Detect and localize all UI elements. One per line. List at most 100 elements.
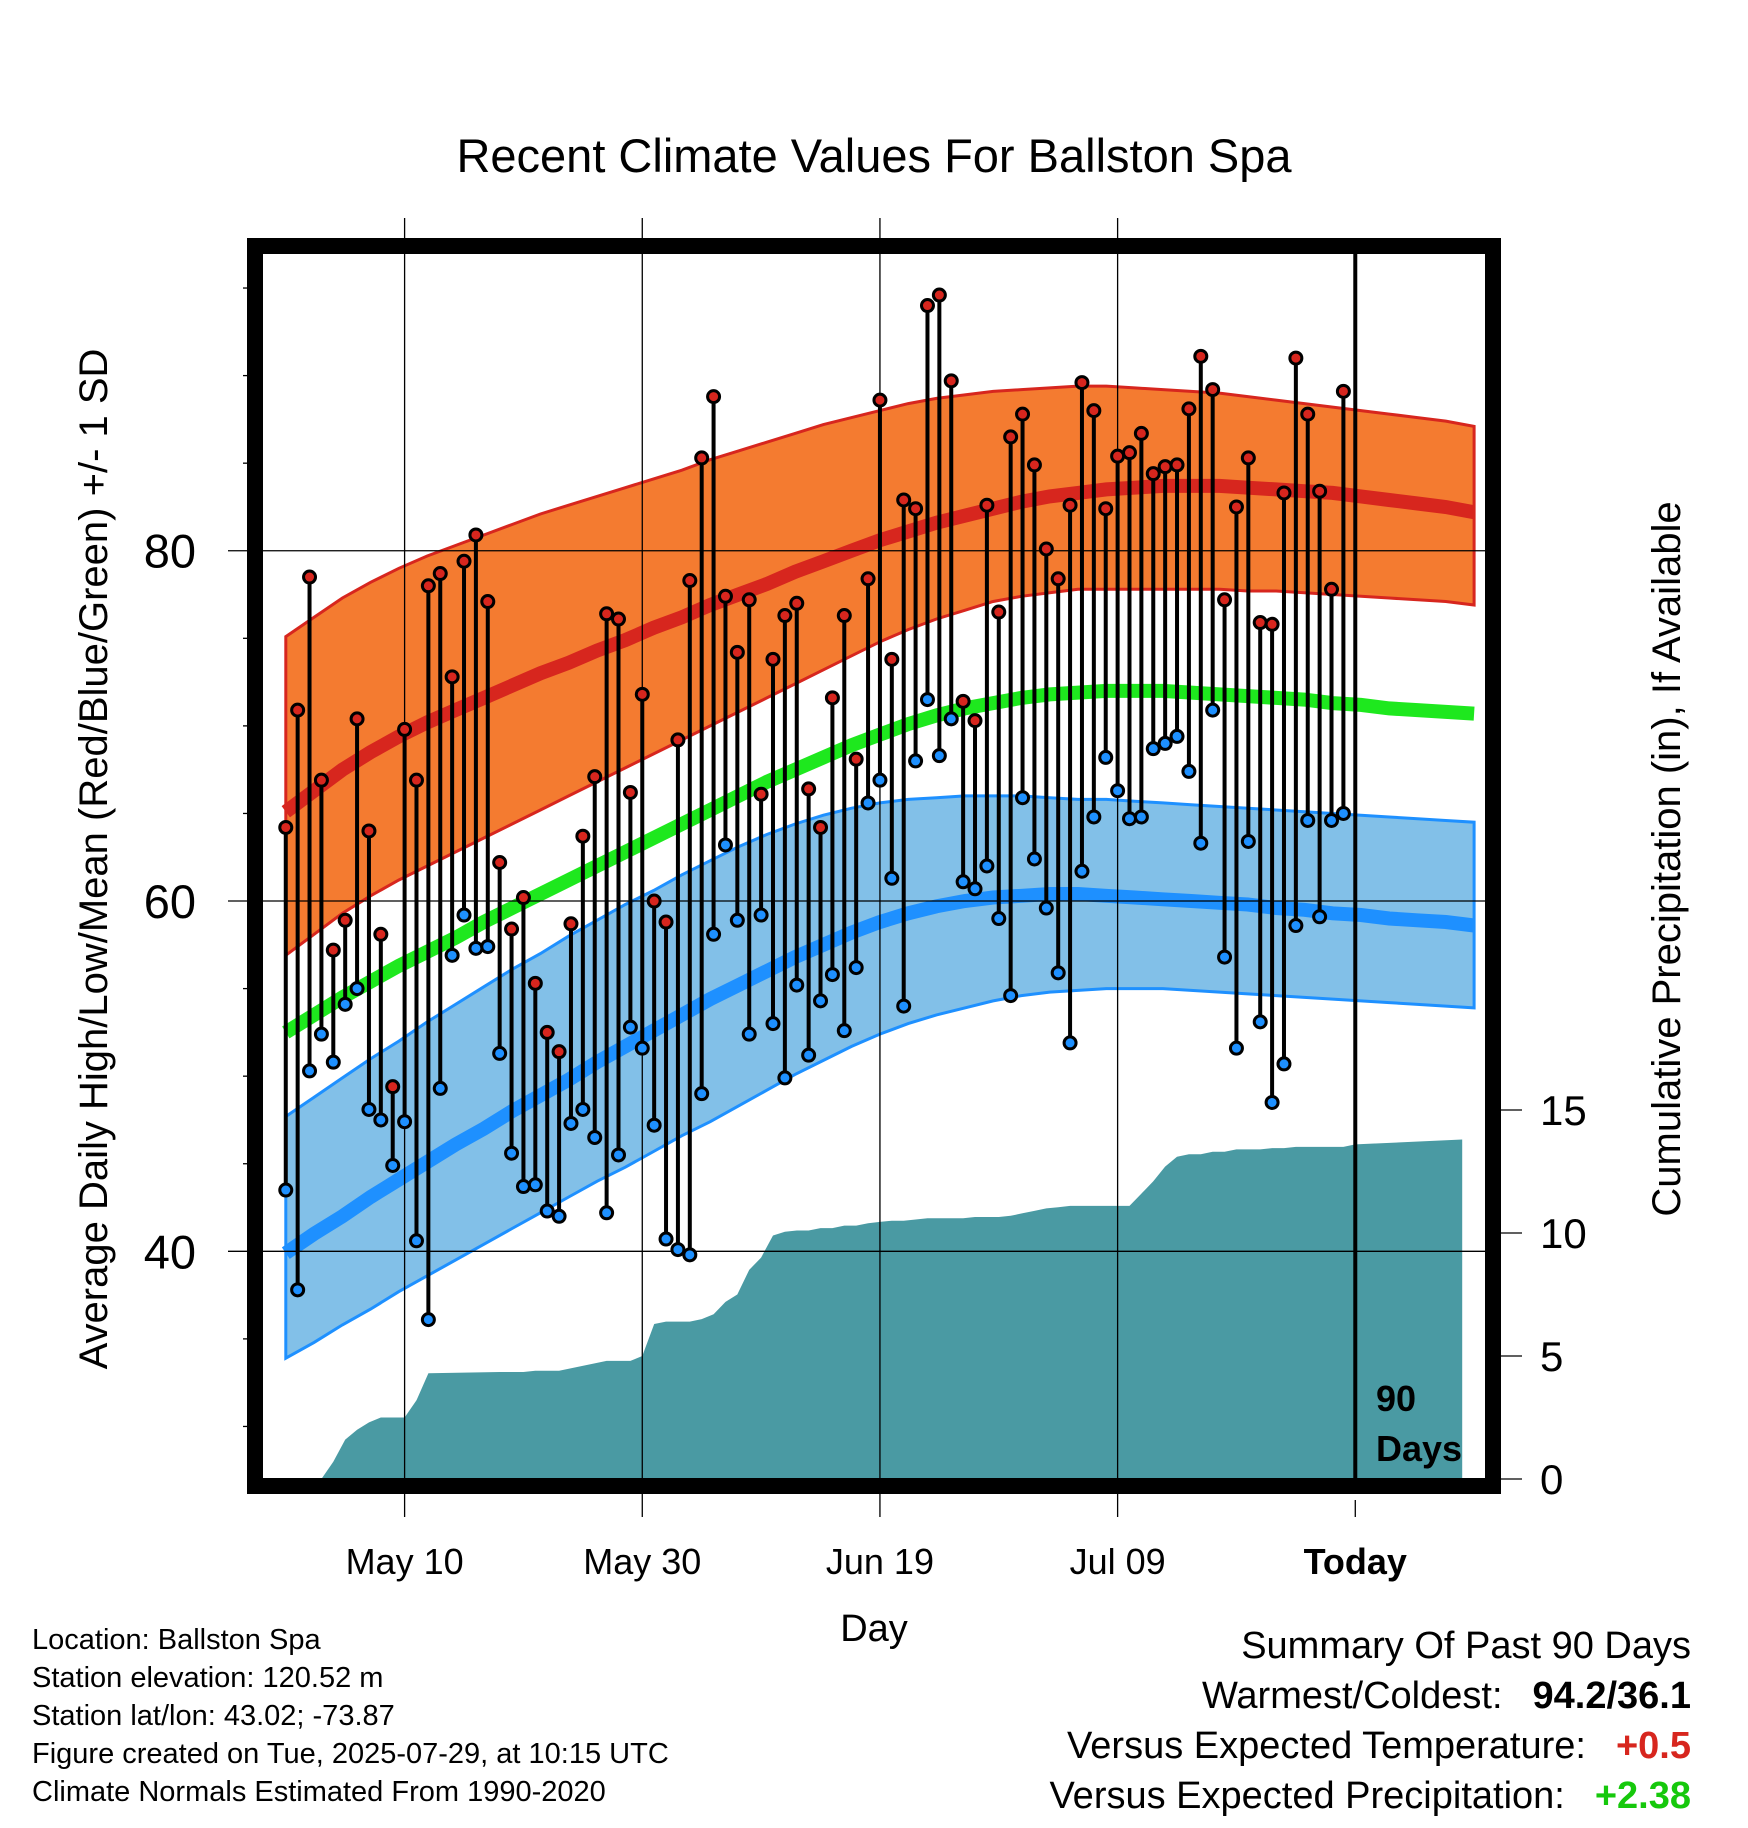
obs-high-point xyxy=(397,721,413,737)
obs-low-point xyxy=(1062,1035,1078,1051)
obs-low-point xyxy=(943,711,959,727)
obs-high-point xyxy=(1003,429,1019,445)
y2-tick-label: 15 xyxy=(1540,1087,1587,1134)
chart-title: Recent Climate Values For Ballston Spa xyxy=(456,129,1292,182)
x-tick-label: Today xyxy=(1304,1541,1407,1582)
obs-high-point xyxy=(1026,457,1042,473)
precip-label: Versus Expected Precipitation: xyxy=(1049,1775,1565,1817)
obs-low-point xyxy=(444,947,460,963)
obs-high-point xyxy=(1157,459,1173,475)
obs-low-point xyxy=(706,926,722,942)
obs-low-point xyxy=(575,1101,591,1117)
obs-high-point xyxy=(527,975,543,991)
obs-high-point xyxy=(801,781,817,797)
summary-temp-row: Versus Expected Temperature: +0.5 xyxy=(1049,1721,1691,1771)
obs-low-point xyxy=(432,1080,448,1096)
today-marker-label: Days xyxy=(1376,1428,1462,1469)
obs-high-point xyxy=(492,854,508,870)
obs-high-point xyxy=(575,828,591,844)
obs-high-point xyxy=(872,392,888,408)
obs-high-point xyxy=(634,686,650,702)
obs-high-point xyxy=(943,373,959,389)
obs-high-point xyxy=(1098,501,1114,517)
obs-high-point xyxy=(420,578,436,594)
obs-high-point xyxy=(1169,457,1185,473)
obs-high-point xyxy=(848,751,864,767)
latlon-text: Station lat/lon: 43.02; -73.87 xyxy=(32,1700,395,1732)
obs-high-point xyxy=(1062,497,1078,513)
obs-low-point xyxy=(1240,833,1256,849)
obs-low-point xyxy=(325,1054,341,1070)
obs-high-point xyxy=(539,1024,555,1040)
obs-high-point xyxy=(432,566,448,582)
obs-high-point xyxy=(551,1044,567,1060)
obs-low-point xyxy=(753,907,769,923)
obs-low-point xyxy=(991,911,1007,927)
obs-high-point xyxy=(991,604,1007,620)
obs-low-point xyxy=(337,996,353,1012)
obs-high-point xyxy=(813,819,829,835)
obs-high-point xyxy=(302,569,318,585)
obs-high-point xyxy=(682,573,698,589)
obs-low-point xyxy=(1086,809,1102,825)
obs-low-point xyxy=(1312,909,1328,925)
obs-low-point xyxy=(551,1208,567,1224)
summary-warmest-row: Warmest/Coldest: 94.2/36.1 xyxy=(1049,1671,1691,1721)
obs-low-point xyxy=(1003,988,1019,1004)
obs-low-point xyxy=(848,960,864,976)
obs-low-point xyxy=(278,1182,294,1198)
obs-high-point xyxy=(1050,571,1066,587)
obs-high-point xyxy=(1276,485,1292,501)
obs-low-point xyxy=(717,837,733,853)
precip-area xyxy=(285,1139,1463,1479)
obs-low-point xyxy=(824,967,840,983)
obs-low-point xyxy=(480,939,496,955)
obs-high-point xyxy=(456,553,472,569)
obs-high-point xyxy=(658,914,674,930)
summary-precip-row: Versus Expected Precipitation: +2.38 xyxy=(1049,1771,1691,1821)
location-text: Location: Ballston Spa xyxy=(32,1624,321,1656)
obs-high-point xyxy=(884,651,900,667)
obs-high-point xyxy=(361,823,377,839)
obs-low-point xyxy=(931,748,947,764)
obs-high-point xyxy=(1121,445,1137,461)
obs-high-point xyxy=(313,772,329,788)
y2-tick-label: 10 xyxy=(1540,1210,1587,1257)
obs-high-point xyxy=(717,588,733,604)
obs-low-point xyxy=(1228,1040,1244,1056)
obs-high-point xyxy=(694,450,710,466)
obs-high-point xyxy=(741,592,757,608)
obs-high-point xyxy=(896,492,912,508)
obs-low-point xyxy=(670,1242,686,1258)
obs-low-point xyxy=(908,753,924,769)
obs-low-point xyxy=(515,1179,531,1195)
obs-low-point xyxy=(1157,735,1173,751)
obs-high-point xyxy=(1228,499,1244,515)
obs-low-point xyxy=(373,1112,389,1128)
obs-low-point xyxy=(955,874,971,890)
y-tick-label: 60 xyxy=(144,875,196,928)
obs-low-point xyxy=(1145,741,1161,757)
obs-low-point xyxy=(492,1045,508,1061)
obs-low-point xyxy=(1038,900,1054,916)
obs-high-point xyxy=(1335,383,1351,399)
x-tick-label: May 30 xyxy=(583,1541,701,1582)
obs-low-point xyxy=(1121,811,1137,827)
obs-high-point xyxy=(611,611,627,627)
today-marker-label: 90 xyxy=(1376,1378,1416,1419)
obs-low-point xyxy=(884,870,900,886)
obs-low-point xyxy=(646,1117,662,1133)
obs-low-point xyxy=(361,1101,377,1117)
obs-high-point xyxy=(1038,541,1054,557)
obs-low-point xyxy=(1015,790,1031,806)
created-text: Figure created on Tue, 2025-07-29, at 10… xyxy=(32,1738,669,1770)
obs-high-point xyxy=(290,702,306,718)
obs-high-point xyxy=(979,497,995,513)
obs-low-point xyxy=(801,1047,817,1063)
y2-tick-label: 0 xyxy=(1540,1456,1563,1503)
obs-high-point xyxy=(765,651,781,667)
obs-high-point xyxy=(908,501,924,517)
x-tick-label: Jul 09 xyxy=(1070,1541,1166,1582)
obs-low-point xyxy=(634,1040,650,1056)
